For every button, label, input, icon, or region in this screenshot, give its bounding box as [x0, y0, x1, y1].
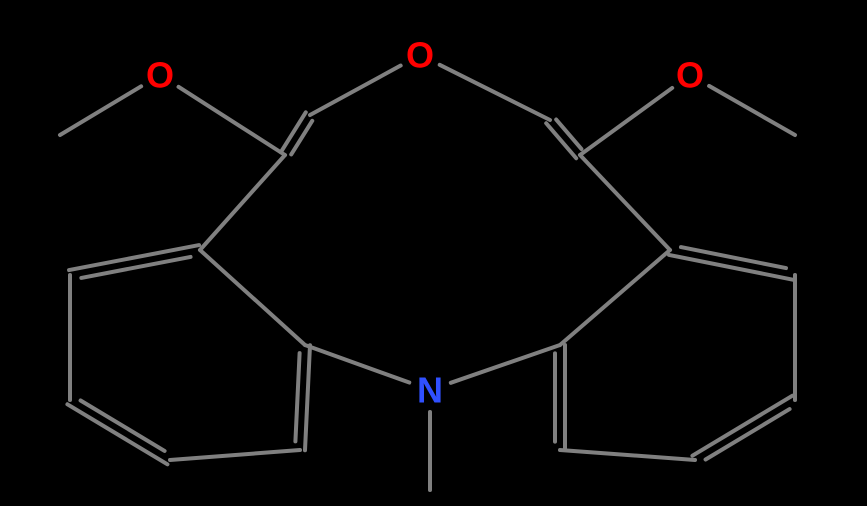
bond-double	[281, 112, 306, 152]
bond-double	[67, 404, 167, 464]
bond-single	[560, 250, 670, 345]
bond-double	[81, 257, 190, 278]
bond-double	[556, 120, 581, 149]
bond-single	[451, 345, 560, 383]
bond-single	[709, 86, 795, 135]
atom-O: O	[676, 55, 704, 96]
bond-double	[706, 409, 790, 459]
bond-double	[546, 123, 576, 158]
bond-double	[291, 121, 312, 155]
bond-double	[305, 345, 310, 450]
atom-N: N	[417, 370, 443, 411]
bond-double	[295, 353, 299, 441]
molecule-diagram: O O O N	[0, 0, 867, 506]
bond-single	[305, 345, 409, 383]
bond-single	[440, 65, 550, 120]
bond-double	[681, 247, 786, 268]
bond-single	[580, 88, 672, 155]
bond-single	[170, 450, 300, 460]
bond-single	[560, 450, 695, 460]
bond-single	[60, 86, 141, 135]
bond-single	[580, 155, 670, 250]
atom-O: O	[146, 55, 174, 96]
bond-double	[81, 401, 165, 451]
bond-single	[200, 155, 285, 250]
bond-single	[179, 87, 285, 155]
atom-O: O	[406, 35, 434, 76]
bond-double	[692, 396, 792, 456]
bond-single	[310, 66, 401, 115]
bond-single	[200, 250, 305, 345]
